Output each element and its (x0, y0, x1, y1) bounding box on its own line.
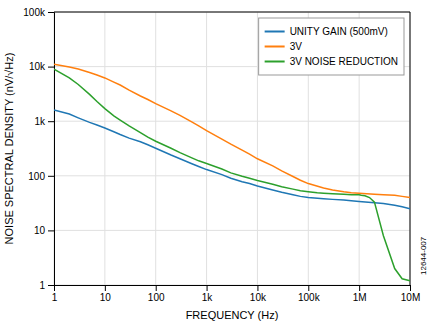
y-tick-label: 10 (34, 225, 46, 236)
x-tick-label: 1k (202, 292, 214, 303)
x-tick: 1 (52, 285, 58, 303)
x-tick-mark (105, 285, 106, 291)
grid-line-x (410, 12, 411, 285)
y-tick-label: 1 (39, 280, 45, 291)
x-tick-label: 10k (250, 292, 267, 303)
y-tick-label: 100k (23, 7, 46, 18)
legend-label: UNITY GAIN (500mV) (290, 26, 388, 37)
chart: 1 10 100 1k 10k 100k 1M 10M 1 10 100 1k 10k 100k UNITY… (0, 0, 434, 325)
y-tick: 1 (39, 280, 54, 291)
grid-line-x (104, 12, 105, 285)
grid-line-y (54, 12, 410, 13)
y-axis-title: NOISE SPECTRAL DENSITY (nV/√Hz) (3, 53, 15, 245)
x-tick: 1k (202, 285, 214, 303)
legend-label: 3V NOISE REDUCTION (290, 56, 398, 67)
series-line (54, 110, 410, 209)
y-tick-label: 1k (34, 116, 46, 127)
grid-line-y (54, 175, 410, 176)
legend-swatch (265, 61, 285, 63)
x-axis-line (55, 286, 411, 292)
x-axis-title: FREQUENCY (Hz) (186, 309, 279, 321)
y-tick: 100 (28, 171, 54, 182)
x-tick-mark (207, 285, 208, 291)
x-tick: 10 (100, 285, 112, 303)
x-tick: 1M (353, 285, 367, 303)
frame-top (54, 12, 410, 13)
x-tick-mark (156, 285, 157, 291)
y-tick: 10 (34, 225, 54, 236)
legend-label: 3V (290, 41, 303, 52)
legend: UNITY GAIN (500mV) 3V 3V NOISE REDUCTION (259, 18, 404, 75)
legend-box (259, 18, 404, 75)
x-tick-label: 1M (353, 292, 367, 303)
y-tick-mark (48, 121, 54, 122)
y-axis: 1 10 100 1k 10k 100k (23, 7, 54, 291)
y-tick-mark (48, 176, 54, 177)
grid-line-y (54, 230, 410, 231)
x-tick: 100k (298, 285, 321, 303)
legend-swatch (265, 46, 285, 48)
grid-line-x (257, 12, 258, 285)
grid-line-x (206, 12, 207, 285)
x-tick-label: 100k (298, 292, 321, 303)
y-axis-line (48, 13, 55, 286)
x-tick-label: 10M (401, 292, 420, 303)
y-tick-mark (48, 12, 54, 13)
y-tick-mark (48, 230, 54, 231)
x-tick-label: 100 (148, 292, 165, 303)
annotation: 12644-007 (419, 236, 428, 275)
y-tick-label: 10k (29, 61, 46, 72)
x-tick: 100 (148, 285, 165, 303)
x-tick-mark (410, 285, 411, 291)
plot-area: 1 10 100 1k 10k 100k 1M 10M 1 10 100 1k 10k 100k UNITY… (23, 7, 420, 303)
x-axis: 1 10 100 1k 10k 100k 1M 10M (52, 285, 421, 303)
x-tick: 10k (250, 285, 267, 303)
x-tick-label: 1 (52, 292, 58, 303)
series-line (54, 64, 410, 197)
frame-right (410, 12, 411, 285)
y-tick: 10k (29, 61, 54, 72)
lines (54, 64, 410, 280)
x-tick: 10M (401, 285, 420, 303)
legend-swatch (265, 31, 285, 33)
x-tick-mark (308, 285, 309, 291)
series-line (54, 69, 410, 281)
grid (54, 12, 410, 285)
x-tick-mark (359, 285, 360, 291)
y-tick-label: 100 (28, 171, 45, 182)
x-tick-mark (257, 285, 258, 291)
y-tick: 1k (34, 116, 54, 127)
y-tick: 100k (23, 7, 54, 18)
x-tick-label: 10 (100, 292, 112, 303)
y-tick-mark (48, 285, 54, 286)
y-tick-mark (48, 67, 54, 68)
grid-line-y (54, 121, 410, 122)
